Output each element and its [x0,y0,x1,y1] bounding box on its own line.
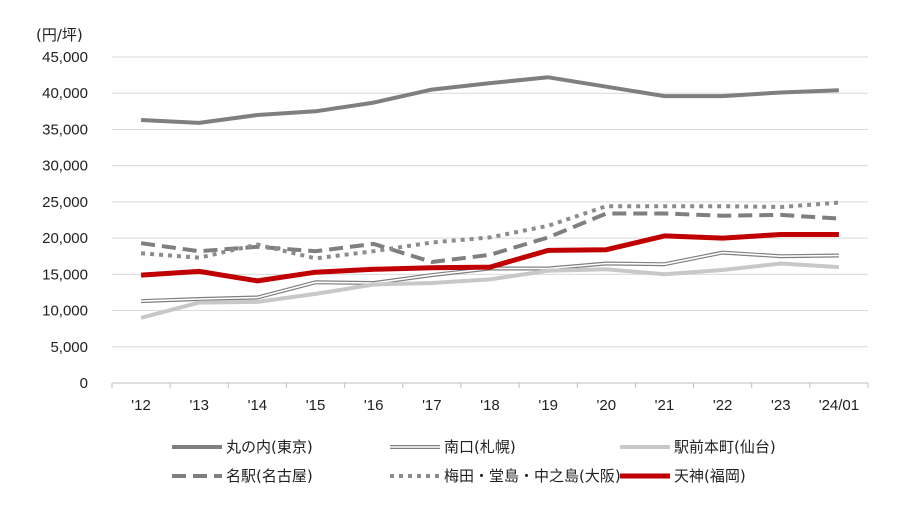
y-tick-label: 10,000 [42,303,88,320]
legend-item: 名駅(名古屋) [172,467,313,485]
y-tick-label: 25,000 [42,194,88,211]
series-lines [140,75,840,320]
legend-item: 天神(福岡) [620,467,746,485]
x-tick-label: '12 [131,397,151,414]
legend-label: 丸の内(東京) [226,438,313,456]
series-line-5 [140,232,839,284]
y-tick-label: 0 [80,375,88,392]
legend-item: 梅田・堂島・中之島(大阪) [390,467,621,485]
x-tick-label: '23 [771,397,791,414]
series-line-4 [140,200,840,261]
x-tick-label: '13 [189,397,209,414]
legend-label: 天神(福岡) [674,467,746,485]
gridlines [112,56,868,348]
x-tick-label: '20 [597,397,617,414]
legend-item: 南口(札幌) [390,438,516,456]
series-0 [141,75,839,125]
y-tick-label: 45,000 [42,49,88,66]
y-tick-label: 20,000 [42,230,88,247]
series-5 [140,232,839,284]
series-3 [140,211,840,264]
x-tick-label: '17 [422,397,442,414]
y-tick-label: 35,000 [42,121,88,138]
y-tick-label: 40,000 [42,85,88,102]
legend-label: 名駅(名古屋) [226,467,313,485]
legend-label: 梅田・堂島・中之島(大阪) [444,467,621,485]
y-tick-label: 30,000 [42,158,88,175]
legend-item: 駅前本町(仙台) [620,438,776,456]
y-tick-label: 15,000 [42,266,88,283]
legend-label: 南口(札幌) [444,438,516,456]
x-tick-label: '19 [538,397,558,414]
series-line-0 [141,75,839,125]
x-tick-label: '22 [713,397,733,414]
x-tick-label: '18 [480,397,500,414]
y-axis-unit-label: (円/坪) [36,26,83,44]
series-4 [140,200,840,261]
y-tick-label: 5,000 [50,339,88,356]
axes: 0 5,000 10,000 15,000 20,000 25,000 30,000 35,0… [42,49,869,414]
x-tick-label: '21 [655,397,675,414]
series-line-2 [140,261,840,320]
x-tick-label: '24/01 [819,397,859,414]
x-tick-label: '14 [248,397,268,414]
legend-label: 駅前本町(仙台) [674,438,776,456]
legend: 丸の内(東京) 南口(札幌) 駅前本町(仙台) 名駅(名古屋) 梅田・堂島・中之島(大阪… [172,438,776,485]
series-line-3 [140,211,840,264]
x-tick-label: '15 [306,397,326,414]
x-tick-label: '16 [364,397,384,414]
legend-item: 丸の内(東京) [172,438,313,456]
series-2 [140,261,840,320]
